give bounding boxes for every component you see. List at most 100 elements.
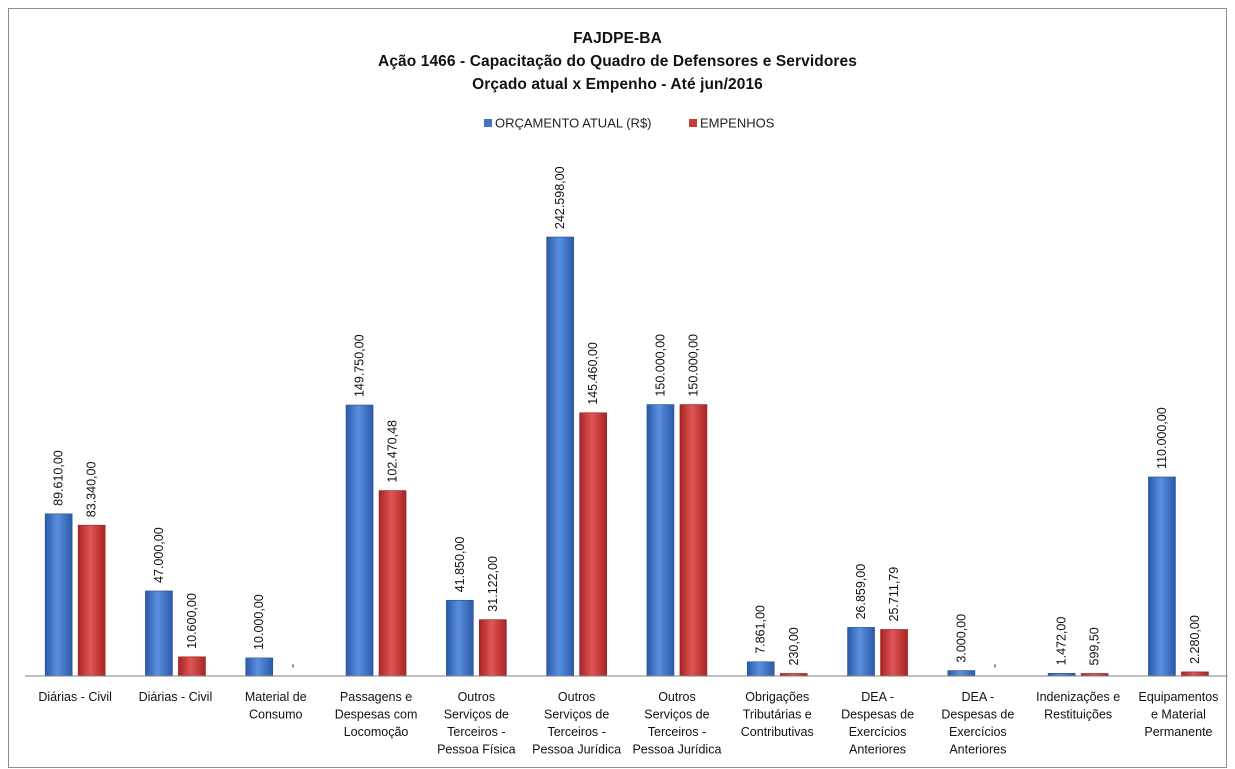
category-label-line: Equipamentos (1138, 690, 1218, 704)
bar-orcamento-4 (446, 599, 474, 677)
bar-empenho-8 (880, 629, 908, 677)
bar-orcamento-11 (1148, 476, 1176, 677)
category-label-line: Anteriores (949, 743, 1006, 757)
data-label-empenho-9: - (987, 664, 1001, 668)
category-label-line: Terceiros - (648, 725, 706, 739)
category-labels-group: Diárias - Civil Diárias - Civil Material d… (38, 690, 1218, 757)
chart-title-line-3: Orçado atual x Empenho - Até jun/2016 (472, 76, 763, 93)
category-label-line: Terceiros - (447, 725, 505, 739)
bar-orcamento-8 (847, 627, 875, 677)
data-label-empenho-3: 102.470,48 (386, 420, 400, 483)
bar-orcamento-7 (746, 661, 775, 677)
data-label-orcamento-5: 242.598,00 (553, 166, 567, 229)
category-label-8: DEA - Despesas de Exercícios Anteriores (841, 690, 914, 757)
bar-orcamento-1 (145, 590, 173, 677)
category-label-6: Outros Serviços de Terceiros - Pessoa Juríd… (632, 690, 721, 757)
data-label-empenho-0: 83.340,00 (85, 462, 99, 518)
bar-empenho-4 (479, 619, 507, 677)
category-label-line: Diárias - Civil (38, 690, 112, 704)
category-label-line: Exercícios (949, 725, 1007, 739)
data-label-orcamento-8: 26.859,00 (854, 564, 868, 620)
data-label-orcamento-4: 41.850,00 (453, 537, 467, 593)
bars-group (44, 236, 1209, 677)
category-label-line: DEA - (861, 690, 894, 704)
category-label-line: Outros (458, 690, 496, 704)
data-label-orcamento-3: 149.750,00 (353, 334, 367, 397)
legend-label-orcamento: ORÇAMENTO ATUAL (R$) (495, 116, 652, 131)
data-label-empenho-1: 10.600,00 (185, 593, 199, 649)
category-label-line: Restituições (1044, 708, 1112, 722)
legend-swatch-orcamento (484, 119, 492, 127)
category-label-1: Diárias - Civil (139, 690, 213, 704)
category-label-3: Passagens e Despesas com Locomoção (335, 690, 418, 739)
category-label-5: Outros Serviços de Terceiros - Pessoa Juríd… (532, 690, 621, 757)
bar-orcamento-0 (44, 513, 73, 677)
category-label-line: Despesas com (335, 708, 418, 722)
category-label-line: DEA - (962, 690, 995, 704)
category-label-10: Indenizações e Restituições (1036, 690, 1120, 722)
bar-empenho-5 (579, 412, 607, 677)
data-label-orcamento-2: 10.000,00 (252, 594, 266, 650)
category-label-line: Serviços de (544, 708, 609, 722)
bar-orcamento-5 (546, 236, 574, 677)
category-label-line: Locomoção (344, 725, 409, 739)
category-label-line: Diárias - Civil (139, 690, 213, 704)
category-label-line: Outros (558, 690, 596, 704)
category-label-line: Exercícios (849, 725, 907, 739)
bar-orcamento-9 (947, 670, 976, 677)
category-label-line: e Material (1151, 708, 1206, 722)
legend-swatch-empenho (689, 119, 697, 127)
category-label-line: Serviços de (644, 708, 709, 722)
data-label-empenho-7: 230,00 (787, 627, 801, 665)
category-label-11: Equipamentos e Material Permanente (1138, 690, 1218, 739)
chart-frame (8, 8, 1227, 768)
category-label-line: Pessoa Jurídica (632, 743, 721, 757)
category-label-line: Pessoa Jurídica (532, 743, 621, 757)
data-label-empenho-5: 145.460,00 (586, 342, 600, 405)
data-label-orcamento-9: 3.000,00 (954, 614, 968, 663)
category-label-line: Tributárias e (743, 708, 812, 722)
data-label-empenho-8: 25.711,79 (887, 567, 901, 622)
category-label-line: Permanente (1144, 725, 1212, 739)
data-labels-group: 89.610,00 83.340,00 47.000,00 10.600,00 10.0… (52, 166, 1202, 668)
bar-empenho-1 (178, 656, 206, 677)
category-label-line: Obrigações (745, 690, 809, 704)
category-label-7: Obrigações Tributárias e Contributivas (741, 690, 814, 739)
category-label-line: Terceiros - (547, 725, 605, 739)
category-label-line: Serviços de (444, 708, 509, 722)
data-label-empenho-2: - (285, 664, 299, 668)
category-label-line: Passagens e (340, 690, 412, 704)
category-label-0: Diárias - Civil (38, 690, 112, 704)
data-label-empenho-11: 2.280,00 (1188, 615, 1202, 664)
category-label-line: Pessoa Física (437, 743, 516, 757)
data-label-orcamento-0: 89.610,00 (52, 450, 66, 506)
data-label-empenho-10: 599,50 (1088, 627, 1102, 665)
bar-orcamento-2 (245, 657, 274, 677)
data-label-empenho-6: 150.000,00 (686, 334, 700, 397)
category-label-line: Despesas de (941, 708, 1014, 722)
data-label-empenho-4: 31.122,00 (486, 556, 500, 612)
data-label-orcamento-10: 1.472,00 (1055, 617, 1069, 666)
data-label-orcamento-1: 47.000,00 (152, 527, 166, 583)
bar-orcamento-6 (646, 404, 675, 677)
data-label-orcamento-6: 150.000,00 (653, 334, 667, 397)
category-label-9: DEA - Despesas de Exercícios Anteriores (941, 690, 1014, 757)
category-label-line: Despesas de (841, 708, 914, 722)
category-label-line: Contributivas (741, 725, 814, 739)
category-label-line: Consumo (249, 708, 303, 722)
category-label-4: Outros Serviços de Terceiros - Pessoa Físic… (437, 690, 516, 757)
data-label-orcamento-7: 7.861,00 (754, 605, 768, 654)
category-label-line: Material de (245, 690, 307, 704)
bar-orcamento-3 (345, 404, 374, 677)
category-label-line: Anteriores (849, 743, 906, 757)
legend-label-empenho: EMPENHOS (700, 116, 775, 131)
chart-title-line-2: Ação 1466 - Capacitação do Quadro de Def… (378, 53, 857, 70)
category-label-2: Material de Consumo (245, 690, 307, 722)
data-label-orcamento-11: 110.000,00 (1155, 407, 1169, 469)
chart-legend: ORÇAMENTO ATUAL (R$) EMPENHOS (484, 116, 775, 131)
category-label-line: Indenizações e (1036, 690, 1120, 704)
category-label-line: Outros (658, 690, 696, 704)
bar-empenho-11 (1181, 671, 1209, 677)
bar-empenho-6 (679, 404, 708, 677)
